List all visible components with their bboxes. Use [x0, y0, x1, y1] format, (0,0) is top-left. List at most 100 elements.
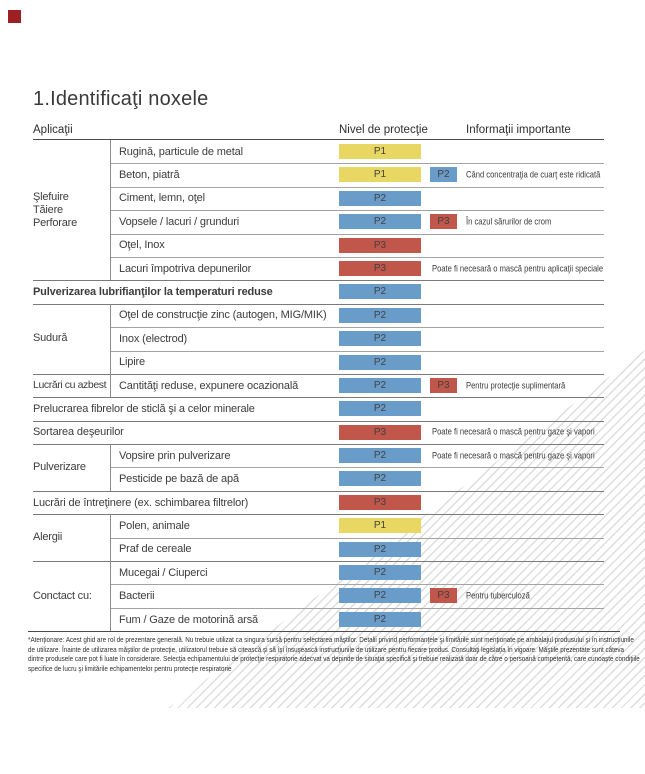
table-row: Oţel, Inox P3 [33, 233, 604, 257]
protection-level-bar: P2 [339, 307, 421, 323]
application-label: Prelucrarea fibrelor de sticlă şi a celo… [33, 402, 255, 415]
protection-level-bar: P1 [339, 518, 421, 534]
application-label: Inox (electrod) [119, 332, 188, 345]
application-label: Ciment, lemn, oţel [119, 192, 205, 205]
protection-level-bar: P2 [339, 190, 421, 206]
table-header: Aplicaţii Nivel de protecţie Informaţii … [33, 120, 604, 140]
row-separator [110, 327, 604, 329]
table-row: Lucrări de întreţinere (ex. schimbarea f… [33, 490, 604, 514]
important-info-text: Poate fi necesară o mască pentru gaze şi… [432, 426, 595, 438]
protection-level-bar: P2 [339, 471, 421, 487]
category-divider-line [110, 374, 111, 398]
protection-level-bar: P1 [339, 167, 421, 183]
row-separator [110, 350, 604, 352]
row-separator [33, 420, 604, 422]
important-info-text: Pentru protecţie suplimentară [466, 380, 566, 392]
table-row: Oţel de construcţie zinc (autogen, MIG/M… [33, 303, 604, 327]
protection-level-bar: P2 [339, 354, 421, 370]
table-row: Praf de cereale P2 [33, 537, 604, 561]
row-separator [33, 373, 604, 375]
table-row: Prelucrarea fibrelor de sticlă şi a celo… [33, 397, 604, 420]
application-label: Lipire [119, 356, 146, 369]
application-label: Lacuri împotriva depunerilor [119, 262, 252, 275]
application-label: Pesticide pe bază de apă [119, 473, 239, 486]
important-info-text: În cazul sărurilor de crom [466, 216, 552, 228]
row-separator [110, 607, 604, 609]
application-label: Polen, animale [119, 519, 190, 532]
table-row: Rugină, particule de metal P1 [33, 140, 604, 163]
protection-level-bar: P2 [339, 565, 421, 581]
table-row: Lacuri împotriva depunerilor P3 Poate fi n… [33, 256, 604, 280]
table-row: Cantităţi reduse, expunere ocazională P2 P… [33, 373, 604, 397]
important-info-text: Pentru tuberculoză [466, 590, 530, 602]
row-separator [33, 561, 604, 563]
row-separator [33, 303, 604, 305]
row-separator [110, 537, 604, 539]
application-label: Lucrări de întreţinere (ex. schimbarea f… [33, 496, 249, 509]
table-row: Pesticide pe bază de apă P2 [33, 467, 604, 490]
table-row: Mucegai / Ciuperci P2 [33, 561, 604, 584]
column-header-applications: Aplicaţii [33, 124, 73, 136]
row-separator [110, 233, 604, 235]
protection-level-bar: P3 [339, 237, 421, 253]
protection-level-bar: P3 [339, 494, 421, 510]
protection-level-bar: P1 [339, 144, 421, 159]
category-divider-line [110, 140, 111, 281]
protection-level-bar: P2 [339, 331, 421, 347]
row-separator [110, 256, 604, 258]
row-separator [33, 514, 604, 516]
row-separator [33, 490, 604, 492]
row-separator [33, 397, 604, 399]
category-label: Conctact cu: [33, 589, 92, 602]
protection-level-bar: P2 [339, 611, 421, 627]
category-label: Lucrări cu azbest [33, 379, 107, 392]
category-divider-line [110, 444, 111, 491]
application-label: Vopsire prin pulverizare [119, 449, 231, 462]
page-title: 1.Identificaţi noxele [33, 88, 209, 110]
secondary-level-chip: P3 [430, 377, 457, 393]
category-label: Şlefuire Tăiere Perforare [33, 190, 78, 229]
table-row: Pulverizarea lubrifianţilor la temperatu… [33, 280, 604, 303]
category-divider-line [110, 561, 111, 632]
protection-level-bar: P2 [339, 401, 421, 417]
application-label: Pulverizarea lubrifianţilor la temperatu… [33, 286, 273, 299]
protection-level-bar: P2 [339, 588, 421, 604]
secondary-level-chip: P3 [430, 588, 457, 604]
protection-level-bar: P2 [339, 214, 421, 230]
application-label: Cantităţi reduse, expunere ocazională [119, 379, 299, 392]
row-separator [33, 280, 604, 282]
table-row: Inox (electrod) P2 [33, 327, 604, 350]
table-row: Vopsire prin pulverizare P2 Poate fi neces… [33, 444, 604, 467]
category-divider-line [110, 303, 111, 374]
table-row: Beton, piatră P1 P2 Când concentraţia de cu… [33, 163, 604, 186]
application-label: Mucegai / Ciuperci [119, 566, 208, 579]
category-label: Pulverizare [33, 461, 86, 474]
application-label: Vopsele / lacuri / grunduri [119, 215, 240, 228]
table-row: Bacterii P2 P3 Pentru tuberculoză [33, 584, 604, 607]
protection-level-bar: P2 [339, 377, 421, 393]
column-header-important-info: Informaţii importante [466, 124, 571, 136]
row-separator [110, 584, 604, 586]
table-row: Ciment, lemn, oţel P2 [33, 186, 604, 210]
protection-level-bar: P3 [339, 260, 421, 276]
application-label: Oţel de construcţie zinc (autogen, MIG/M… [119, 309, 327, 322]
red-corner-mark [8, 10, 21, 23]
footnote-text: *Atenţionare: Acest ghid are rol de prez… [28, 635, 640, 673]
table-row: Vopsele / lacuri / grunduri P2 P3 În cazul … [33, 210, 604, 233]
table-row: Sortarea deşeurilor P3 Poate fi necesară o… [33, 420, 604, 444]
row-separator [110, 210, 604, 212]
secondary-level-chip: P2 [430, 167, 457, 183]
table-row: Lipire P2 [33, 350, 604, 374]
protection-level-bar: P2 [339, 448, 421, 464]
row-separator [110, 467, 604, 469]
application-label: Bacterii [119, 590, 155, 603]
row-separator [110, 186, 604, 188]
application-label: Rugină, particule de metal [119, 145, 243, 158]
footnote: *Atenţionare: Acest ghid are rol de prez… [28, 631, 640, 673]
table-row: Fum / Gaze de motorină arsă P2 [33, 607, 604, 631]
application-label: Praf de cereale [119, 543, 192, 556]
category-label: Sudură [33, 332, 68, 345]
row-separator [33, 444, 604, 446]
protection-level-bar: P2 [339, 284, 421, 300]
